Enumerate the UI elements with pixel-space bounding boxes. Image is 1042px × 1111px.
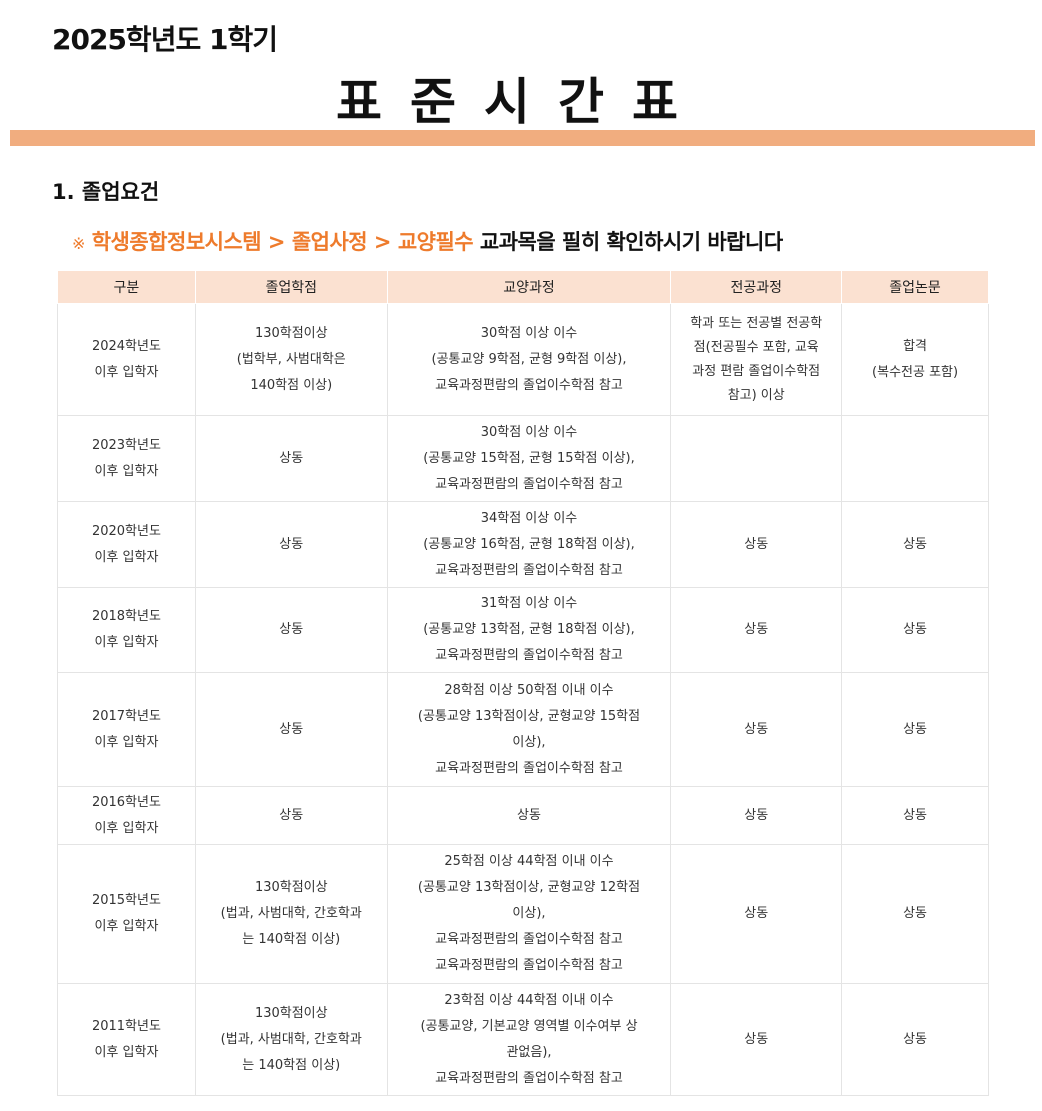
table-cell: 31학점 이상 이수 (공통교양 13학점, 균형 18학점 이상), 교육과정… <box>386 587 672 673</box>
note-mark: ※ <box>72 234 85 253</box>
table-cell: 상동 <box>194 672 388 787</box>
table-cell: 23학점 이상 44학점 이내 이수 (공통교양, 기본교양 영역별 이수여부 … <box>386 983 672 1096</box>
table-cell: 130학점이상 (법과, 사범대학, 간호학과 는 140학점 이상) <box>194 844 388 984</box>
table-cell: 2016학년도 이후 입학자 <box>57 786 196 845</box>
table-cell: 상동 <box>841 983 989 1096</box>
table-cell: 2023학년도 이후 입학자 <box>57 415 196 502</box>
table-cell: 상동 <box>670 501 843 588</box>
table-row: 2020학년도 이후 입학자 상동 34학점 이상 이수 (공통교양 16학점, 균… <box>57 501 989 588</box>
table-row: 2017학년도 이후 입학자 상동 28학점 이상 50학점 이내 이수 (공통교양… <box>57 672 989 787</box>
title-divider <box>10 130 1035 146</box>
table-cell: 30학점 이상 이수 (공통교양 9학점, 균형 9학점 이상), 교육과정편람… <box>386 303 672 416</box>
table-cell: 상동 <box>841 501 989 588</box>
table-cell: 상동 <box>670 786 843 845</box>
table-cell: 상동 <box>670 587 843 673</box>
table-cell: 합격 (복수전공 포함) <box>841 303 989 416</box>
table-row: 2011학년도 이후 입학자 130학점이상 (법과, 사범대학, 간호학과 는 … <box>57 983 989 1096</box>
table-cell: 상동 <box>841 587 989 673</box>
table-cell: 상동 <box>670 672 843 787</box>
page-title: 표준시간표 <box>336 73 706 131</box>
table-cell: 상동 <box>670 983 843 1096</box>
column-header: 졸업논문 <box>841 270 989 304</box>
table-cell: 2020학년도 이후 입학자 <box>57 501 196 588</box>
table-cell: 2017학년도 이후 입학자 <box>57 672 196 787</box>
table-cell: 상동 <box>194 786 388 845</box>
table-cell: 학과 또는 전공별 전공학 점(전공필수 포함, 교육 과정 편람 졸업이수학점… <box>670 303 843 416</box>
table-cell: 2018학년도 이후 입학자 <box>57 587 196 673</box>
table-cell: 2024학년도 이후 입학자 <box>57 303 196 416</box>
table-cell: 34학점 이상 이수 (공통교양 16학점, 균형 18학점 이상), 교육과정… <box>386 501 672 588</box>
table-row: 2024학년도 이후 입학자 130학점이상 (법학부, 사범대학은 140학점 … <box>57 303 989 416</box>
column-header: 졸업학점 <box>194 270 388 304</box>
section-heading: 1. 졸업요건 <box>52 180 160 204</box>
table-cell: 상동 <box>386 786 672 845</box>
table-cell: 28학점 이상 50학점 이내 이수 (공통교양 13학점이상, 균형교양 15… <box>386 672 672 787</box>
notice: ※ 학생종합정보시스템 > 졸업사정 > 교양필수 교과목을 필히 확인하시기 … <box>72 226 783 256</box>
table-cell: 2015학년도 이후 입학자 <box>57 844 196 984</box>
table-cell: 130학점이상 (법학부, 사범대학은 140학점 이상) <box>194 303 388 416</box>
table-cell: 상동 <box>194 415 388 502</box>
table-cell <box>670 415 843 502</box>
table-row: 2023학년도 이후 입학자 상동 30학점 이상 이수 (공통교양 15학점, 균… <box>57 415 989 502</box>
table-cell: 2011학년도 이후 입학자 <box>57 983 196 1096</box>
table-cell <box>841 415 989 502</box>
table-cell: 상동 <box>194 587 388 673</box>
note-text: 교과목을 필히 확인하시기 바랍니다 <box>479 230 783 254</box>
table-cell: 상동 <box>841 844 989 984</box>
table-row: 2015학년도 이후 입학자 130학점이상 (법과, 사범대학, 간호학과 는 … <box>57 844 989 984</box>
column-header: 전공과정 <box>670 270 843 304</box>
column-header: 교양과정 <box>386 270 672 304</box>
table-row: 2018학년도 이후 입학자 상동 31학점 이상 이수 (공통교양 13학점, 균… <box>57 587 989 673</box>
table-row: 2016학년도 이후 입학자 상동 상동 상동 상동 <box>57 786 989 845</box>
table-cell: 상동 <box>194 501 388 588</box>
table-cell: 130학점이상 (법과, 사범대학, 간호학과 는 140학점 이상) <box>194 983 388 1096</box>
table-cell: 상동 <box>841 672 989 787</box>
table-cell: 상동 <box>841 786 989 845</box>
table-cell: 25학점 이상 44학점 이내 이수 (공통교양 13학점이상, 균형교양 12… <box>386 844 672 984</box>
column-header: 구분 <box>57 270 196 304</box>
graduation-requirements-table: 구분 졸업학점 교양과정 전공과정 졸업논문 2024학년도 이후 입학자 130학점이상… <box>57 270 989 1096</box>
note-path: 학생종합정보시스템 > 졸업사정 > 교양필수 <box>91 230 474 254</box>
table-cell: 상동 <box>670 844 843 984</box>
semester-label: 2025학년도 1학기 <box>52 23 278 56</box>
table-cell: 30학점 이상 이수 (공통교양 15학점, 균형 15학점 이상), 교육과정… <box>386 415 672 502</box>
